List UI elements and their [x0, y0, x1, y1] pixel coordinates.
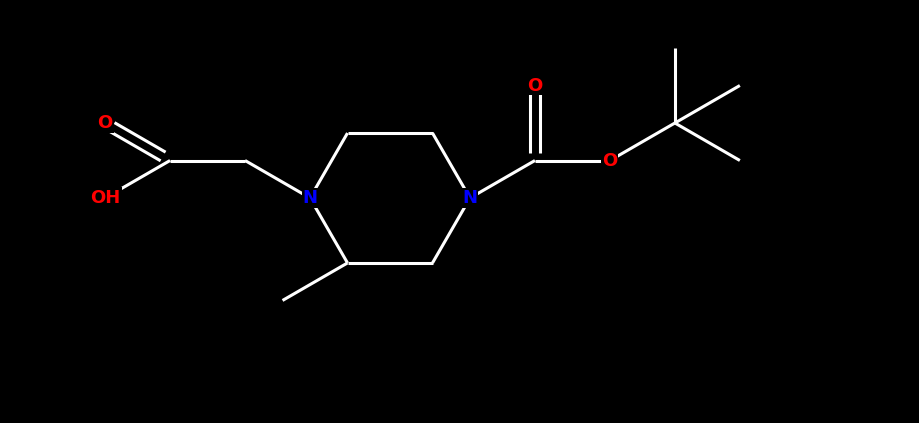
- Text: O: O: [528, 77, 542, 94]
- Text: O: O: [602, 151, 618, 170]
- Text: O: O: [97, 114, 113, 132]
- Text: N: N: [462, 189, 478, 207]
- Text: OH: OH: [90, 189, 120, 207]
- Text: N: N: [302, 189, 317, 207]
